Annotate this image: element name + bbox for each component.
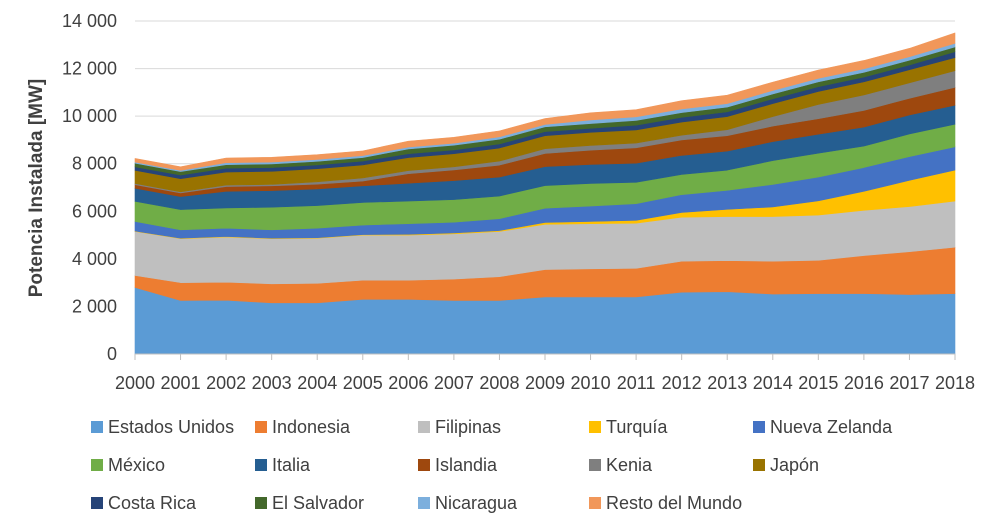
- x-tick-label: 2002: [206, 373, 246, 393]
- x-tick-label: 2001: [161, 373, 201, 393]
- legend-swatch: [91, 421, 103, 433]
- legend-label: Japón: [770, 455, 819, 475]
- legend-label: México: [108, 455, 165, 475]
- legend-item: Nicaragua: [418, 493, 518, 513]
- x-tick-label: 2000: [115, 373, 155, 393]
- legend-swatch: [418, 459, 430, 471]
- legend-item: Nueva Zelanda: [753, 417, 893, 437]
- legend-label: Nicaragua: [435, 493, 518, 513]
- legend-item: Kenia: [589, 455, 653, 475]
- y-tick-label: 0: [107, 344, 117, 364]
- legend-label: Nueva Zelanda: [770, 417, 893, 437]
- legend-item: El Salvador: [255, 493, 364, 513]
- legend-item: Costa Rica: [91, 493, 197, 513]
- legend-item: Estados Unidos: [91, 417, 234, 437]
- legend-swatch: [91, 497, 103, 509]
- x-tick-label: 2013: [707, 373, 747, 393]
- legend-label: Costa Rica: [108, 493, 197, 513]
- x-tick-label: 2009: [525, 373, 565, 393]
- y-tick-label: 8 000: [72, 154, 117, 174]
- legend-label: Filipinas: [435, 417, 501, 437]
- legend-label: Turquía: [606, 417, 668, 437]
- axes: 0 2 000 4 000 6 000 8 000 10 000 12 000 14 000 2…: [62, 11, 975, 393]
- area-resto-del-mundo: [134, 32, 956, 171]
- legend-swatch: [418, 421, 430, 433]
- y-tick-label: 4 000: [72, 249, 117, 269]
- legend-swatch: [589, 497, 601, 509]
- x-tick-label: 2015: [798, 373, 838, 393]
- legend-swatch: [91, 459, 103, 471]
- x-tick-label: 2016: [844, 373, 884, 393]
- y-tick-label: 2 000: [72, 296, 117, 316]
- legend-swatch: [255, 497, 267, 509]
- y-tick-label: 12 000: [62, 59, 117, 79]
- legend-label: Indonesia: [272, 417, 351, 437]
- x-tick-label: 2005: [343, 373, 383, 393]
- x-tick-label: 2007: [434, 373, 474, 393]
- legend-label: El Salvador: [272, 493, 364, 513]
- x-tick-label: 2017: [889, 373, 929, 393]
- legend-swatch: [589, 459, 601, 471]
- x-tick-label: 2014: [753, 373, 793, 393]
- y-tick-label: 10 000: [62, 106, 117, 126]
- legend-swatch: [753, 459, 765, 471]
- legend-label: Italia: [272, 455, 311, 475]
- x-tick-label: 2018: [935, 373, 975, 393]
- y-tick-label: 6 000: [72, 201, 117, 221]
- legend-label: Kenia: [606, 455, 653, 475]
- legend-swatch: [255, 459, 267, 471]
- legend-item: Filipinas: [418, 417, 501, 437]
- legend-label: Estados Unidos: [108, 417, 234, 437]
- x-tick-label: 2004: [297, 373, 337, 393]
- legend-item: Turquía: [589, 417, 668, 437]
- y-axis-label: Potencia Instalada [MW]: [26, 79, 47, 298]
- legend-swatch: [255, 421, 267, 433]
- legend-swatch: [753, 421, 765, 433]
- legend-item: Islandia: [418, 455, 498, 475]
- legend-item: Italia: [255, 455, 311, 475]
- legend-item: Resto del Mundo: [589, 493, 742, 513]
- x-tick-label: 2006: [388, 373, 428, 393]
- x-tick-label: 2003: [252, 373, 292, 393]
- y-tick-label: 14 000: [62, 11, 117, 31]
- area-series-group: [134, 32, 956, 355]
- legend-swatch: [418, 497, 430, 509]
- legend-label: Islandia: [435, 455, 498, 475]
- x-tick-label: 2008: [479, 373, 519, 393]
- x-tick-label: 2010: [571, 373, 611, 393]
- legend-item: Indonesia: [255, 417, 351, 437]
- x-tick-label: 2011: [617, 373, 656, 393]
- legend-swatch: [589, 421, 601, 433]
- legend: Estados Unidos Indonesia Filipinas Turquía N…: [91, 417, 893, 513]
- legend-label: Resto del Mundo: [606, 493, 742, 513]
- legend-item: Japón: [753, 455, 819, 475]
- x-tick-label: 2012: [662, 373, 702, 393]
- legend-item: México: [91, 455, 165, 475]
